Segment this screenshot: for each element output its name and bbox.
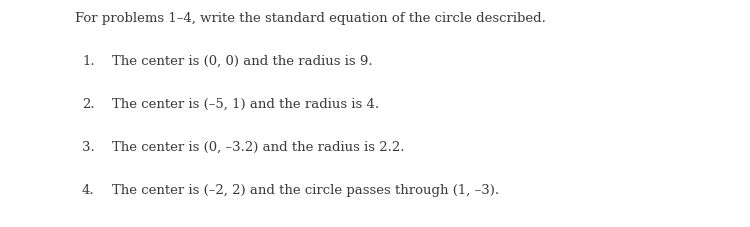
- Text: 4.: 4.: [82, 183, 94, 196]
- Text: The center is (0, 0) and the radius is 9.: The center is (0, 0) and the radius is 9…: [112, 55, 373, 68]
- Text: 2.: 2.: [82, 98, 94, 111]
- Text: The center is (0, –3.2) and the radius is 2.2.: The center is (0, –3.2) and the radius i…: [112, 140, 404, 153]
- Text: 1.: 1.: [82, 55, 94, 68]
- Text: For problems 1–4, write the standard equation of the circle described.: For problems 1–4, write the standard equ…: [75, 12, 546, 25]
- Text: 3.: 3.: [82, 140, 94, 153]
- Text: The center is (–5, 1) and the radius is 4.: The center is (–5, 1) and the radius is …: [112, 98, 379, 111]
- Text: The center is (–2, 2) and the circle passes through (1, –3).: The center is (–2, 2) and the circle pas…: [112, 183, 500, 196]
